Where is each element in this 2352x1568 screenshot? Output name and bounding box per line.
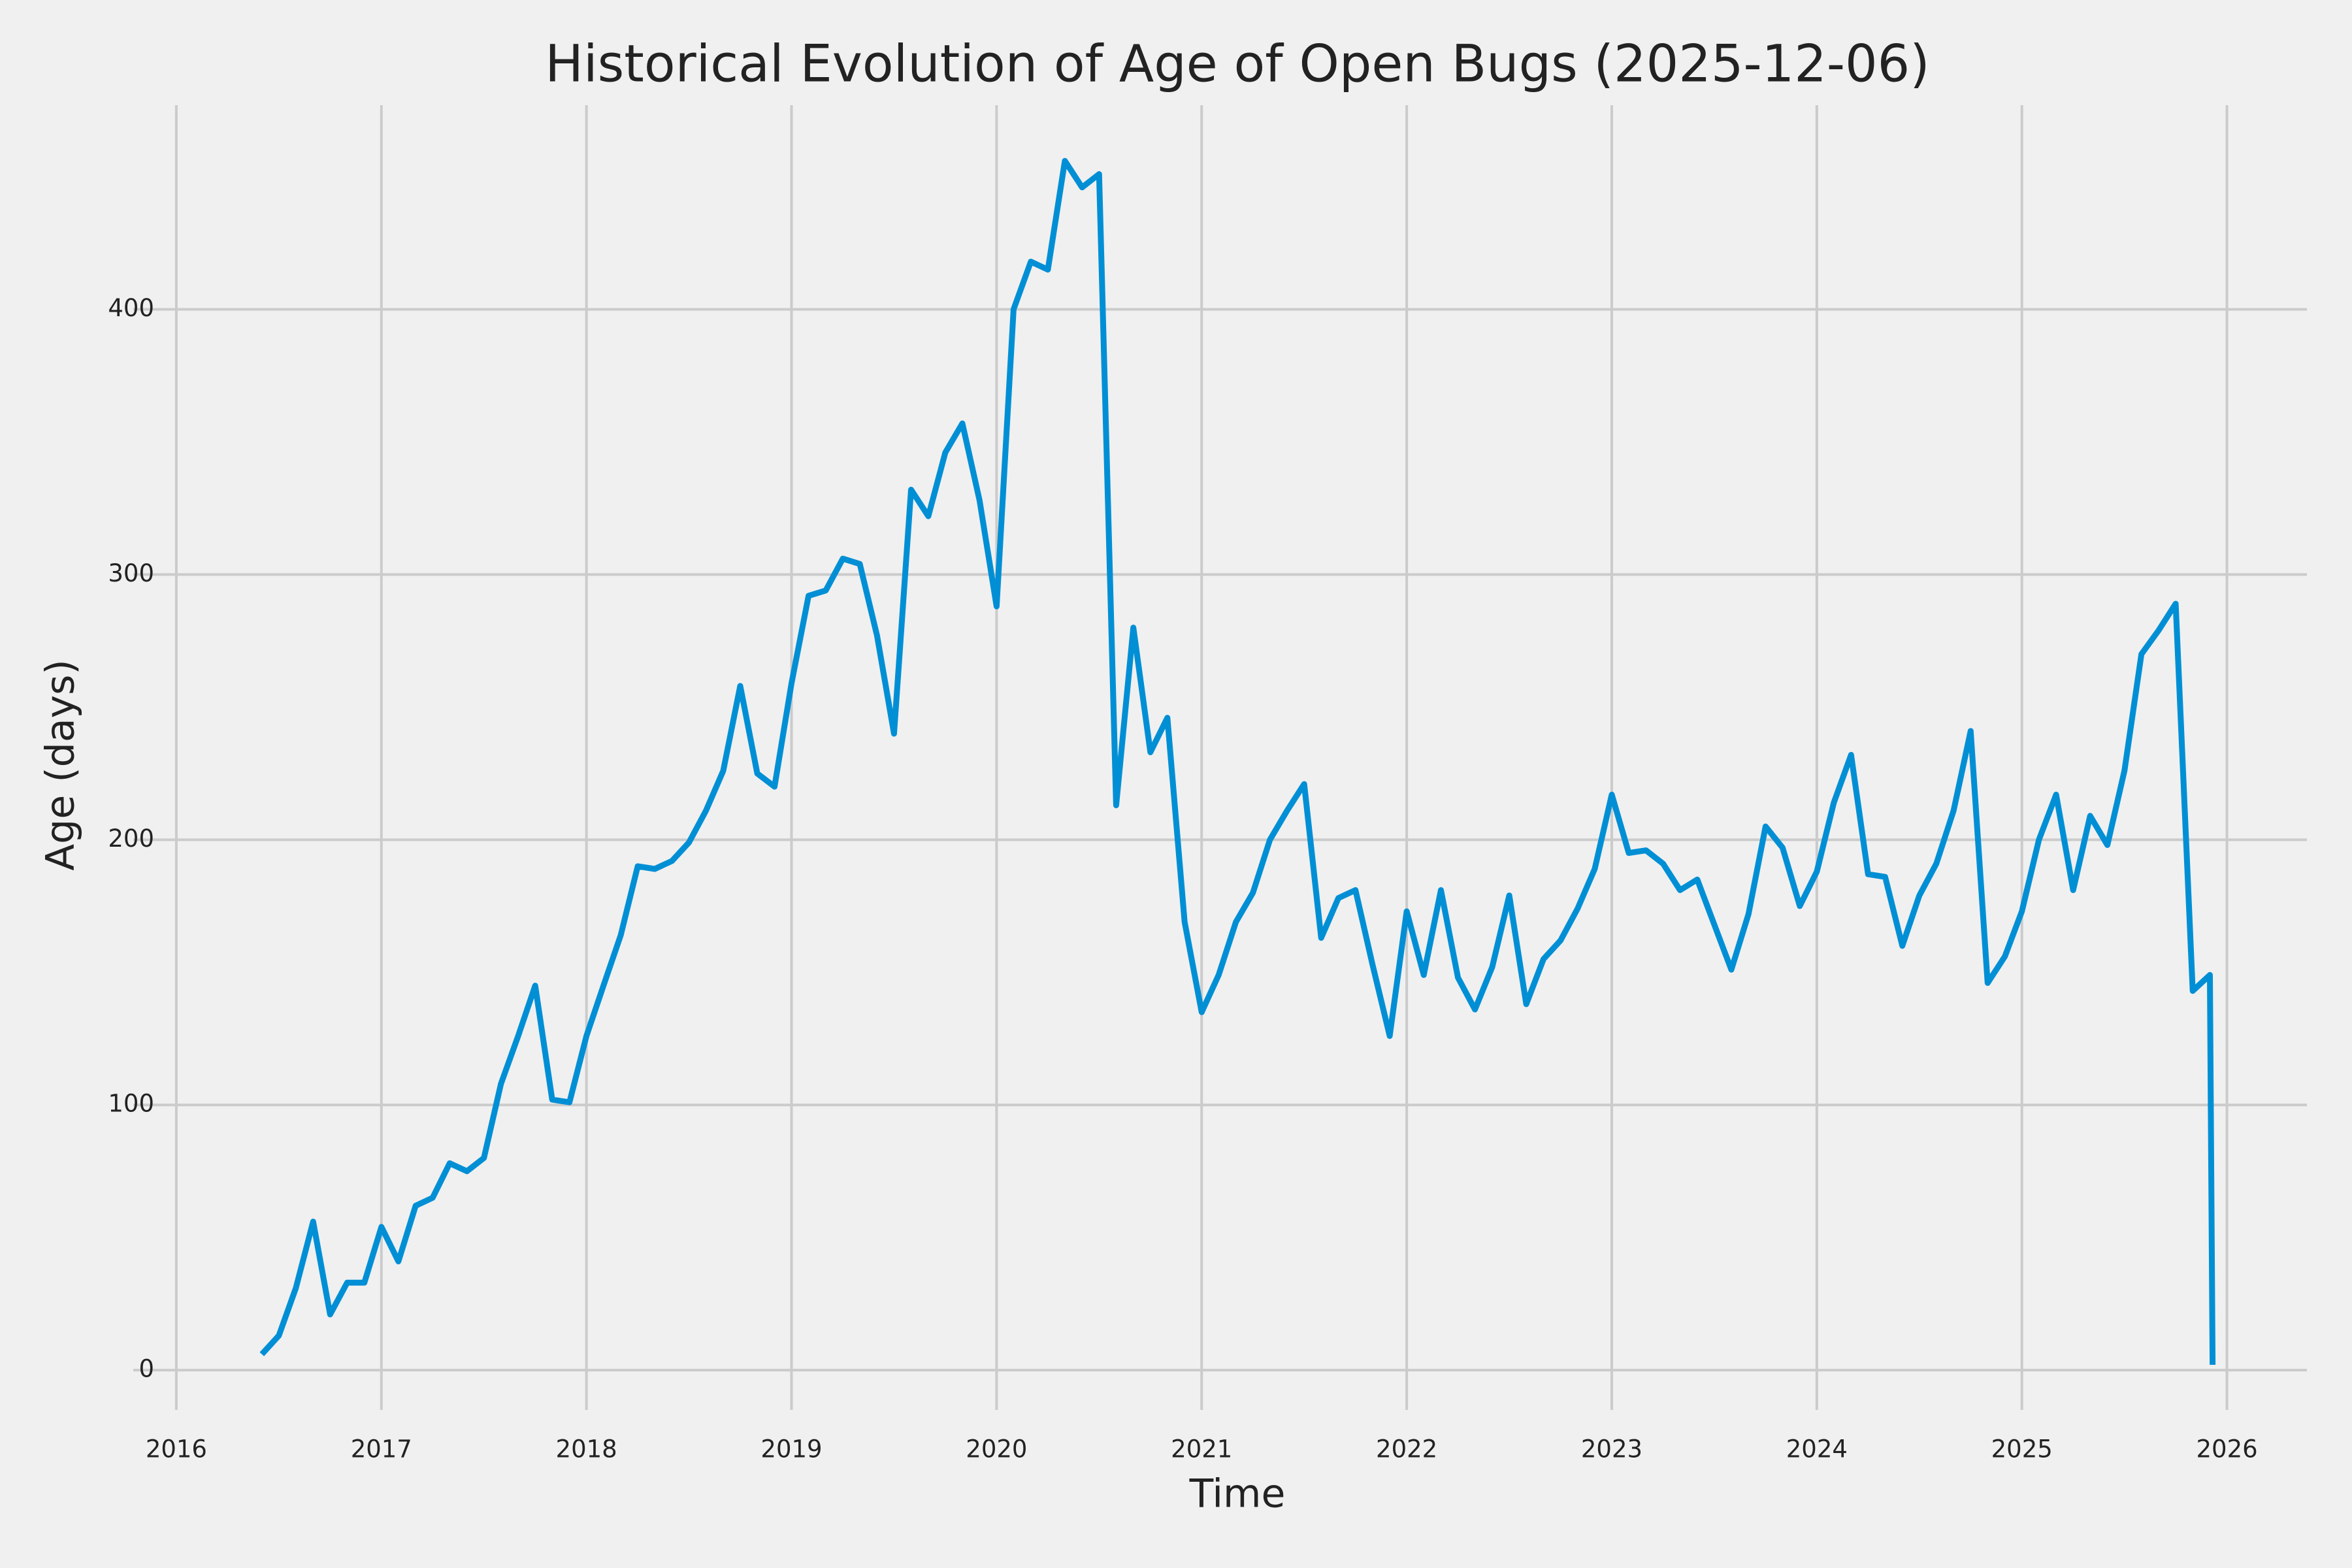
x-tick-label: 2019 — [760, 1435, 822, 1463]
y-tick-label: 0 — [139, 1355, 154, 1383]
x-tick-label: 2016 — [146, 1435, 207, 1463]
chart-title: Historical Evolution of Age of Open Bugs… — [545, 35, 1929, 93]
y-tick-label: 200 — [108, 825, 154, 853]
x-tick-label: 2026 — [2197, 1435, 2258, 1463]
data-line — [259, 157, 2216, 1365]
x-tick-label: 2020 — [966, 1435, 1027, 1463]
x-tick-label: 2024 — [1786, 1435, 1848, 1463]
x-tick-label: 2017 — [351, 1435, 412, 1463]
y-axis-label: Age (days) — [38, 659, 84, 871]
x-axis-label: Time — [1189, 1471, 1286, 1517]
y-tick-label: 400 — [108, 294, 154, 322]
y-tick-label: 100 — [108, 1090, 154, 1118]
x-tick-label: 2021 — [1171, 1435, 1232, 1463]
x-tick-label: 2023 — [1581, 1435, 1642, 1463]
y-tick-label: 300 — [108, 559, 154, 587]
x-tick-label: 2022 — [1376, 1435, 1437, 1463]
x-tick-label: 2025 — [1991, 1435, 2053, 1463]
x-tick-label: 2018 — [556, 1435, 617, 1463]
